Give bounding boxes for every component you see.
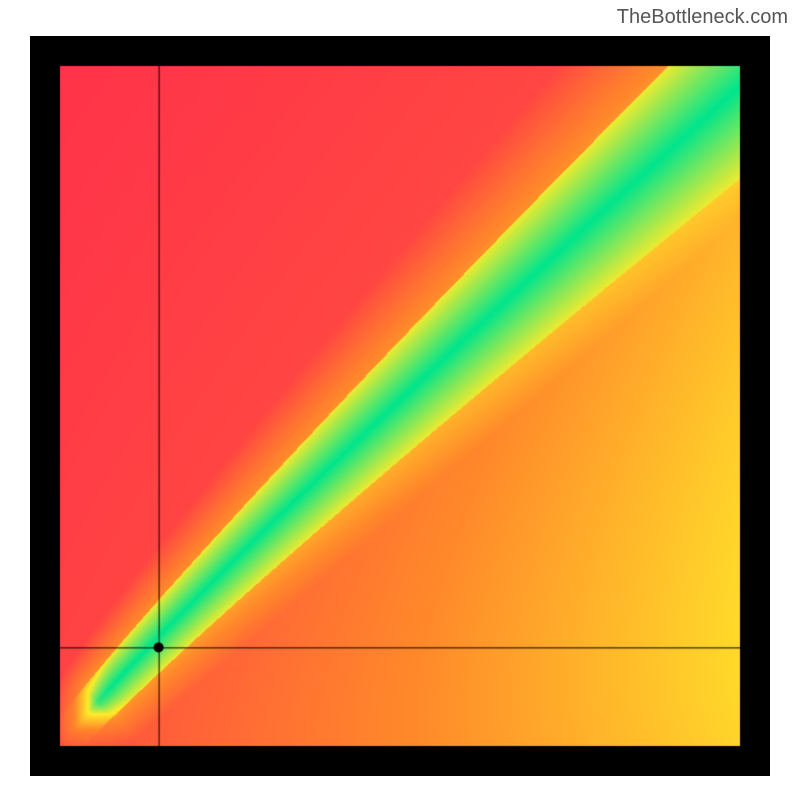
heatmap-canvas [30, 36, 770, 776]
watermark-text: TheBottleneck.com [617, 6, 788, 29]
heatmap-chart [30, 36, 770, 776]
root: TheBottleneck.com [0, 0, 800, 800]
